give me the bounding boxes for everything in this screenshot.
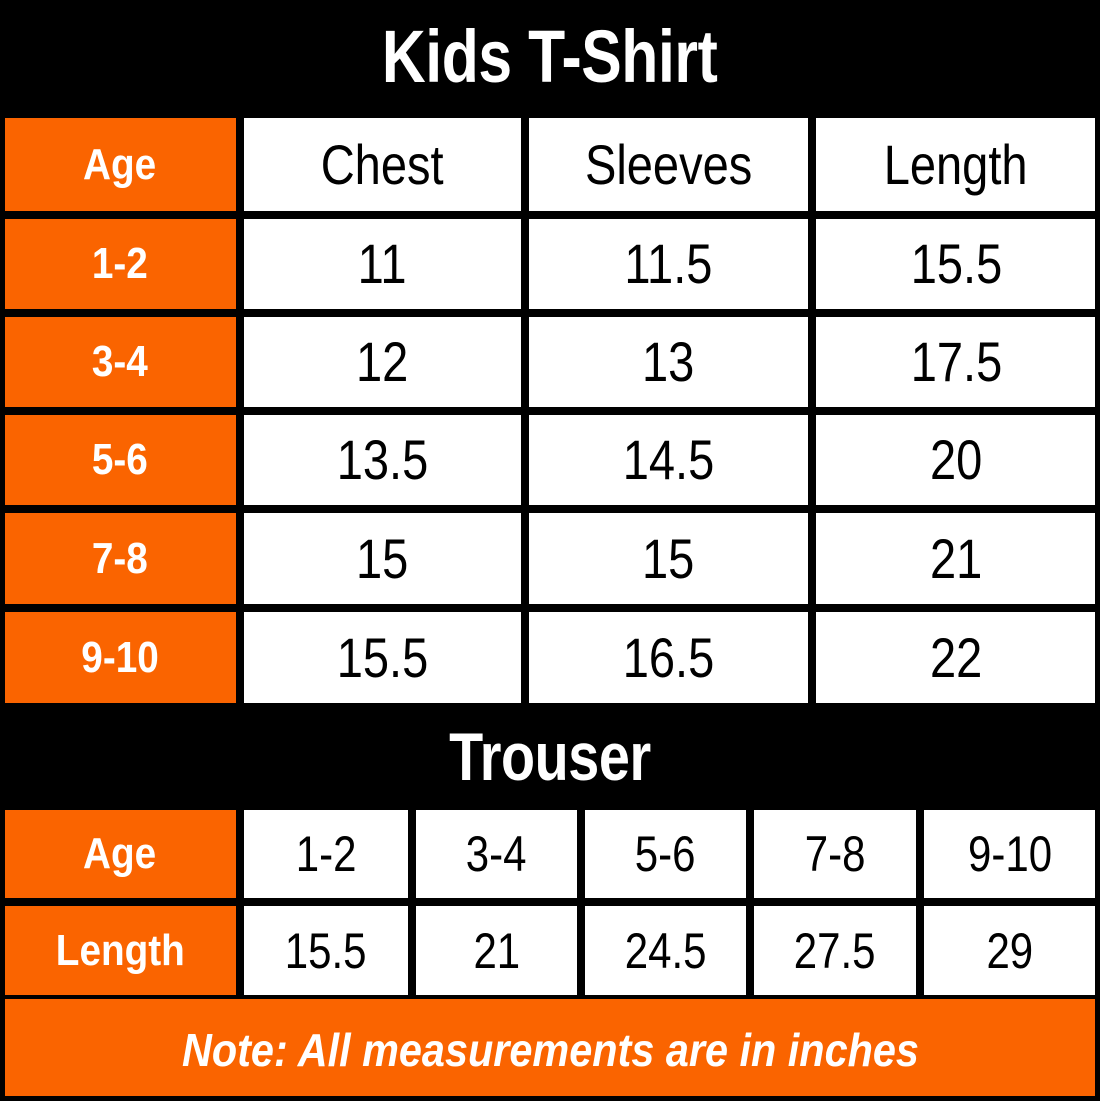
- trouser-cell-length: 21: [473, 922, 520, 979]
- trouser-cell-age: 5-6: [635, 826, 696, 882]
- tshirt-section-title: Kids T-Shirt: [382, 15, 718, 98]
- trouser-header-age: Age: [0, 806, 240, 902]
- tshirt-cell-length: 15.5: [910, 232, 1002, 295]
- footer-note-bar: Note: All measurements are in inches: [0, 999, 1100, 1101]
- table-row: 15: [240, 509, 525, 608]
- tshirt-header-age-label: Age: [83, 139, 157, 189]
- tshirt-cell-sleeves: 13: [642, 330, 695, 393]
- tshirt-cell-length: 17.5: [910, 330, 1002, 393]
- tshirt-cell-length: 22: [929, 625, 983, 689]
- tshirt-cell-sleeves: 11.5: [624, 232, 713, 295]
- trouser-header-length-label: Length: [55, 925, 185, 975]
- tshirt-header-length-label: Length: [884, 132, 1028, 196]
- tshirt-header-sleeves-label: Sleeves: [584, 132, 753, 196]
- tshirt-cell-chest: 15.5: [336, 625, 429, 689]
- tshirt-header-chest: Chest: [240, 114, 525, 215]
- table-row: 9-10: [0, 608, 240, 707]
- tshirt-header-age: Age: [0, 114, 240, 215]
- table-row: 1-2: [240, 806, 412, 902]
- table-row: 5-6: [0, 411, 240, 509]
- table-row: 17.5: [812, 313, 1100, 411]
- tshirt-cell-sleeves: 14.5: [622, 428, 715, 491]
- tshirt-cell-length: 21: [929, 526, 983, 590]
- tshirt-cell-chest: 12: [356, 330, 409, 393]
- table-row: 11: [240, 215, 525, 313]
- trouser-cell-length: 27.5: [794, 922, 876, 979]
- table-row: 13: [525, 313, 812, 411]
- table-row: 5-6: [581, 806, 750, 902]
- table-row: 21: [812, 509, 1100, 608]
- table-row: 15.5: [240, 608, 525, 707]
- table-row: 1-2: [0, 215, 240, 313]
- tshirt-header-length: Length: [812, 114, 1100, 215]
- trouser-cell-age: 7-8: [804, 826, 866, 882]
- tshirt-section-title-banner: Kids T-Shirt: [0, 0, 1100, 114]
- tshirt-cell-age: 1-2: [92, 239, 148, 288]
- trouser-section-title: Trouser: [449, 718, 651, 795]
- trouser-section-title-banner: Trouser: [0, 707, 1100, 806]
- tshirt-cell-chest: 11: [358, 232, 407, 295]
- trouser-cell-age: 1-2: [295, 826, 357, 882]
- tshirt-cell-age: 9-10: [81, 632, 159, 682]
- trouser-header-length: Length: [0, 902, 240, 999]
- tshirt-cell-chest: 13.5: [336, 428, 429, 491]
- table-row: 12: [240, 313, 525, 411]
- tshirt-cell-length: 20: [929, 428, 983, 491]
- trouser-size-table: Age 1-2 3-4 5-6 7-8 9-10 Length 15.5 21 …: [0, 806, 1100, 999]
- trouser-cell-length: 24.5: [624, 922, 707, 979]
- table-row: 15: [525, 509, 812, 608]
- trouser-cell-length: 29: [986, 922, 1034, 979]
- trouser-cell-age: 9-10: [967, 826, 1053, 882]
- table-row: 7-8: [0, 509, 240, 608]
- table-row: 29: [920, 902, 1100, 999]
- tshirt-cell-sleeves: 15: [642, 526, 695, 590]
- table-row: 7-8: [750, 806, 920, 902]
- tshirt-cell-sleeves: 16.5: [622, 625, 715, 689]
- table-row: 3-4: [0, 313, 240, 411]
- table-row: 15.5: [812, 215, 1100, 313]
- trouser-header-age-label: Age: [83, 829, 157, 878]
- tshirt-cell-age: 7-8: [92, 533, 148, 583]
- table-row: 9-10: [920, 806, 1100, 902]
- tshirt-cell-chest: 15: [356, 526, 409, 590]
- table-row: 16.5: [525, 608, 812, 707]
- table-row: 22: [812, 608, 1100, 707]
- table-row: 15.5: [240, 902, 412, 999]
- table-row: 20: [812, 411, 1100, 509]
- table-row: 27.5: [750, 902, 920, 999]
- trouser-cell-length: 15.5: [285, 922, 367, 979]
- table-row: 13.5: [240, 411, 525, 509]
- tshirt-cell-age: 3-4: [92, 337, 148, 386]
- tshirt-header-chest-label: Chest: [321, 132, 444, 196]
- footer-note-text: Note: All measurements are in inches: [181, 1024, 919, 1076]
- table-row: 24.5: [581, 902, 750, 999]
- tshirt-size-table: Age Chest Sleeves Length 1-2 11 11.5 15.…: [0, 114, 1100, 707]
- table-row: 11.5: [525, 215, 812, 313]
- table-row: 3-4: [412, 806, 581, 902]
- tshirt-cell-age: 5-6: [92, 435, 148, 484]
- table-row: 21: [412, 902, 581, 999]
- tshirt-header-sleeves: Sleeves: [525, 114, 812, 215]
- trouser-cell-age: 3-4: [466, 826, 527, 882]
- table-row: 14.5: [525, 411, 812, 509]
